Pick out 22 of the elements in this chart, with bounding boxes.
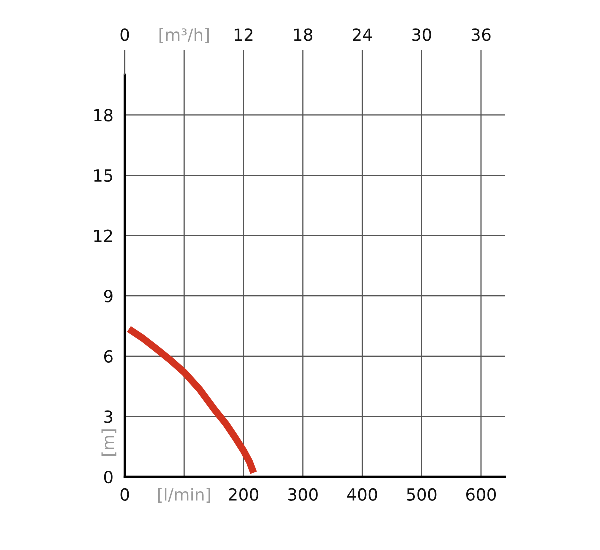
- x2-tick-label: 30: [412, 28, 432, 42]
- y-axis-title: [m]: [102, 430, 117, 456]
- x2-tick-label: 18: [294, 28, 313, 42]
- x-tick-label: 200: [229, 488, 259, 502]
- x-tick-label: 300: [288, 488, 318, 502]
- y-tick-label: 0: [104, 470, 113, 484]
- x2-tick-label: 24: [353, 28, 372, 41]
- x-tick-label: 0: [120, 488, 130, 502]
- x2-tick-label: 12: [234, 28, 253, 41]
- x2-tick-label: [m³/h]: [160, 28, 209, 44]
- y-tick-label: 6: [104, 350, 113, 363]
- x-tick-label: [l/min]: [158, 488, 210, 503]
- x-tick-label: 400: [347, 488, 378, 502]
- y-tick-label: 12: [94, 230, 112, 242]
- y-tick-label: 9: [104, 290, 113, 303]
- x-tick-label: 500: [407, 488, 437, 502]
- y-tick-label: 15: [94, 170, 112, 182]
- x-tick-label: 600: [466, 488, 496, 502]
- x2-tick-label: 0: [120, 28, 130, 42]
- x2-tick-label: 36: [472, 28, 491, 42]
- y-tick-label: 3: [104, 410, 113, 424]
- y-tick-label: 18: [94, 109, 113, 122]
